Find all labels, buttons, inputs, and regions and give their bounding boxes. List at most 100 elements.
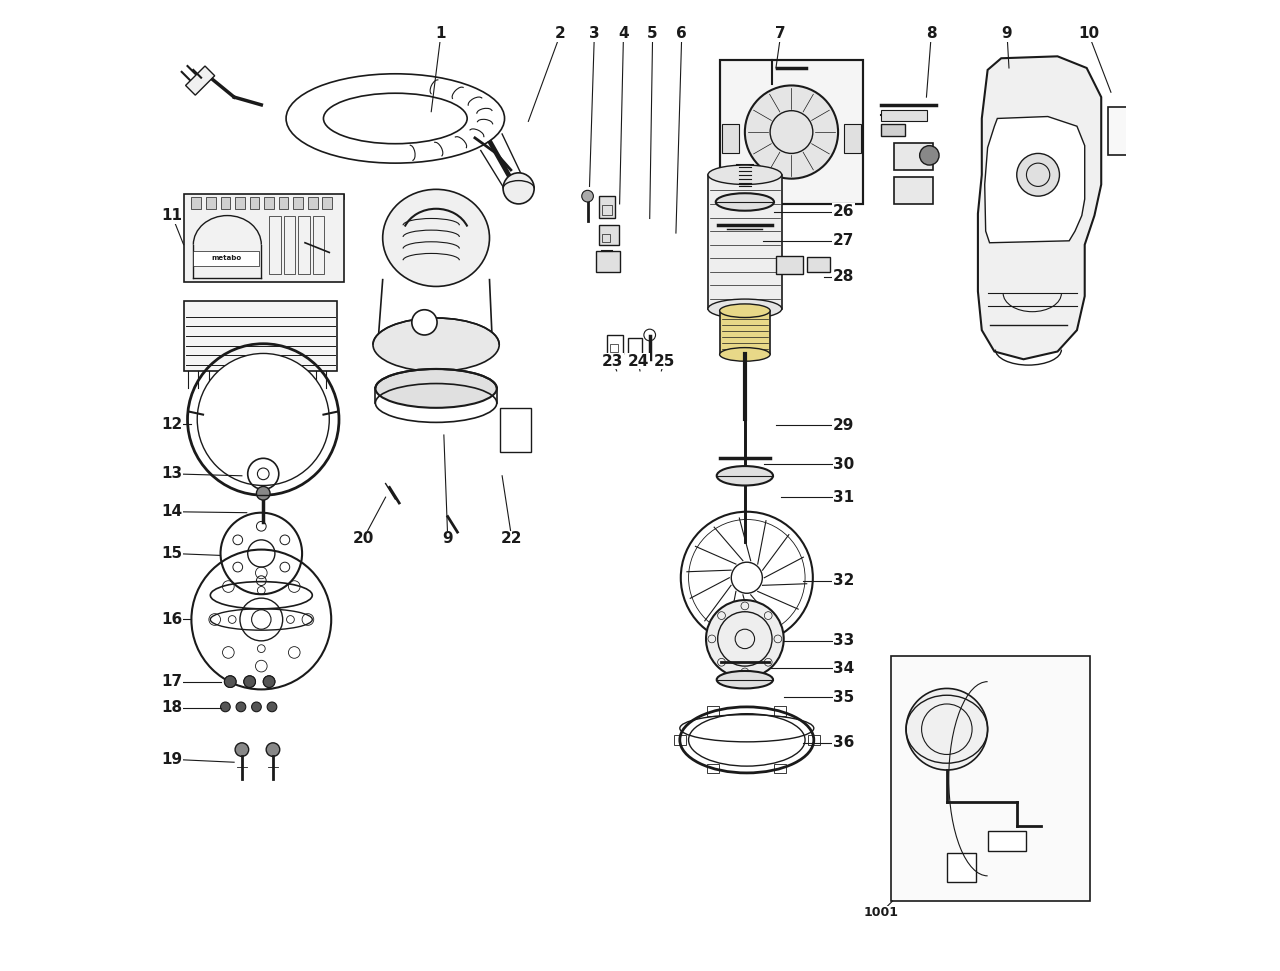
Ellipse shape [708,299,782,318]
Bar [183,301,337,371]
Circle shape [745,85,838,179]
Text: 1: 1 [435,26,447,42]
Circle shape [264,676,275,687]
Bar [708,175,782,309]
Text: 5: 5 [648,26,658,42]
Bar [708,763,719,773]
Text: 2: 2 [556,26,566,42]
Bar [776,256,803,274]
Ellipse shape [708,165,782,184]
Circle shape [266,743,280,756]
Text: 15: 15 [161,546,183,561]
Text: 7: 7 [776,26,786,42]
Polygon shape [186,66,215,95]
Bar [602,205,612,215]
Bar [279,197,288,209]
Polygon shape [183,194,344,199]
Text: 18: 18 [161,700,183,716]
Bar [719,311,771,354]
Text: 22: 22 [500,531,522,547]
Bar [719,60,863,204]
Polygon shape [984,117,1084,243]
Text: 14: 14 [161,504,183,519]
Text: 28: 28 [833,269,855,285]
Bar [236,197,244,209]
Text: 4: 4 [618,26,628,42]
Circle shape [919,146,940,165]
Bar [312,216,324,274]
Bar [192,197,201,209]
Bar [844,124,861,153]
Ellipse shape [372,318,499,371]
Circle shape [220,702,230,712]
Bar [947,853,975,882]
Bar [183,194,344,282]
Text: 17: 17 [161,674,183,689]
Text: 36: 36 [833,735,855,751]
Circle shape [224,676,236,687]
Bar [250,197,260,209]
Bar [774,763,786,773]
Circle shape [503,173,534,204]
Bar [284,216,296,274]
Bar [269,216,280,274]
Text: metabo: metabo [211,255,242,261]
Bar [808,735,819,745]
Text: 6: 6 [676,26,687,42]
Text: 3: 3 [589,26,599,42]
Ellipse shape [375,369,497,408]
Bar [308,197,317,209]
Circle shape [236,702,246,712]
Bar [220,197,230,209]
Text: 9: 9 [1002,26,1012,42]
Text: 8: 8 [925,26,937,42]
Text: 12: 12 [161,417,183,432]
Bar [881,110,928,121]
Circle shape [252,702,261,712]
Text: 26: 26 [833,204,855,219]
Bar [719,60,863,204]
Circle shape [256,486,270,500]
Bar [891,656,1089,901]
Text: 10: 10 [1078,26,1100,42]
Bar [193,251,260,266]
Bar [988,831,1027,851]
Circle shape [243,676,256,687]
Text: 31: 31 [833,489,855,505]
Bar [881,124,905,136]
Circle shape [581,190,594,202]
Bar [323,197,333,209]
Ellipse shape [383,189,489,286]
Ellipse shape [719,304,771,318]
Text: 27: 27 [833,233,855,249]
Bar [1108,107,1144,155]
Bar [609,344,618,352]
Circle shape [412,310,436,335]
Bar [895,143,933,170]
Text: 23: 23 [602,353,623,369]
Ellipse shape [324,93,467,144]
Ellipse shape [716,193,774,211]
Text: 19: 19 [161,752,183,767]
Text: 11: 11 [161,208,183,223]
Circle shape [906,688,988,770]
Circle shape [731,562,763,593]
Bar [607,335,622,354]
Bar [596,251,620,272]
Bar [599,196,614,218]
Circle shape [236,743,248,756]
Text: 25: 25 [654,353,675,369]
Bar [895,177,933,204]
Ellipse shape [717,466,773,486]
Bar [628,338,643,355]
Text: 13: 13 [161,466,183,482]
Bar [293,197,303,209]
Bar [806,257,831,272]
Bar [602,234,609,242]
Polygon shape [978,56,1101,359]
Circle shape [243,676,256,687]
Bar [599,225,618,245]
Text: 29: 29 [833,418,855,433]
Text: 33: 33 [833,633,855,649]
Text: 32: 32 [833,573,855,588]
